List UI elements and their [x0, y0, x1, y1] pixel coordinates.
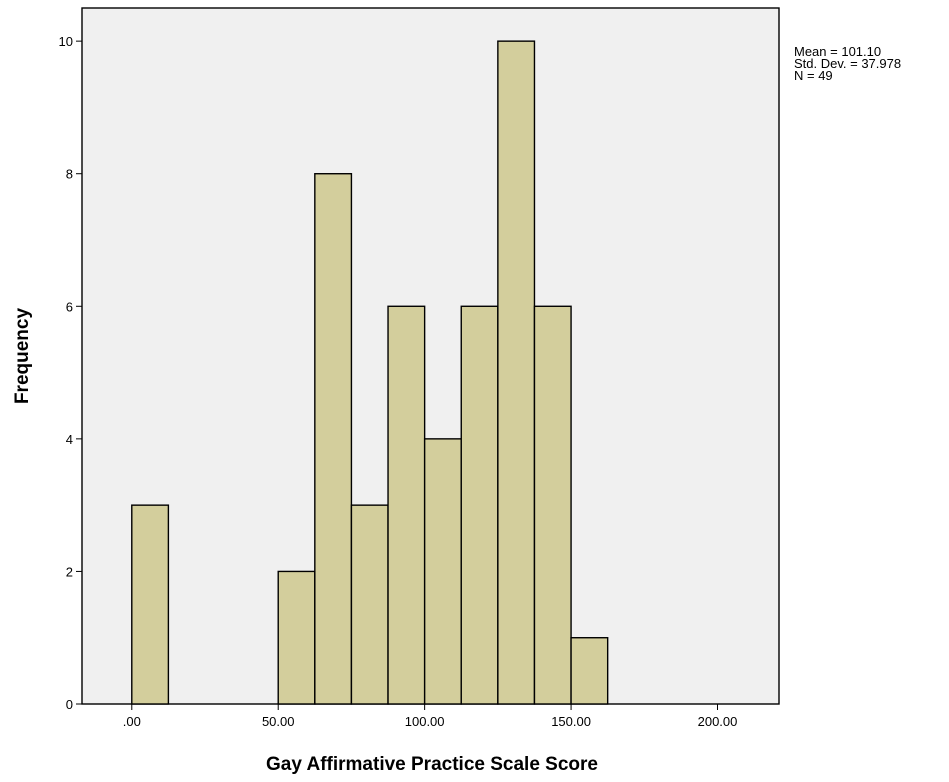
- x-tick-label: 200.00: [698, 714, 738, 729]
- x-axis: .00 50.00 100.00 150.00 200.00: [123, 704, 738, 729]
- y-axis: 0 2 4 6 8 10: [59, 34, 82, 712]
- histogram-bar: [131, 504, 170, 705]
- histogram-bar: [423, 438, 462, 705]
- histogram-bar: [277, 570, 316, 705]
- histogram-bar: [533, 305, 572, 705]
- stats-line: N = 49: [794, 68, 833, 83]
- bars-group: [131, 40, 609, 705]
- x-tick-label: 50.00: [262, 714, 295, 729]
- histogram-bar: [570, 637, 609, 705]
- x-tick-label: .00: [123, 714, 141, 729]
- histogram-bar: [350, 504, 389, 705]
- histogram-bar: [387, 305, 426, 705]
- y-tick-label: 10: [59, 34, 73, 49]
- x-axis-title: Gay Affirmative Practice Scale Score: [266, 754, 598, 775]
- histogram-bar: [314, 173, 353, 705]
- x-tick-label: 100.00: [405, 714, 445, 729]
- y-tick-label: 0: [66, 697, 73, 712]
- histogram-bar: [497, 40, 536, 705]
- stats-line: Std. Dev. = 37.978: [794, 56, 901, 71]
- stats-line: Mean = 101.10: [794, 44, 881, 59]
- x-tick-label: 150.00: [551, 714, 591, 729]
- y-tick-label: 6: [66, 299, 73, 314]
- y-tick-label: 8: [66, 167, 73, 182]
- y-tick-label: 4: [66, 432, 73, 447]
- y-tick-label: 2: [66, 564, 73, 579]
- histogram-bar: [460, 305, 499, 705]
- y-axis-title: Frequency: [12, 308, 33, 405]
